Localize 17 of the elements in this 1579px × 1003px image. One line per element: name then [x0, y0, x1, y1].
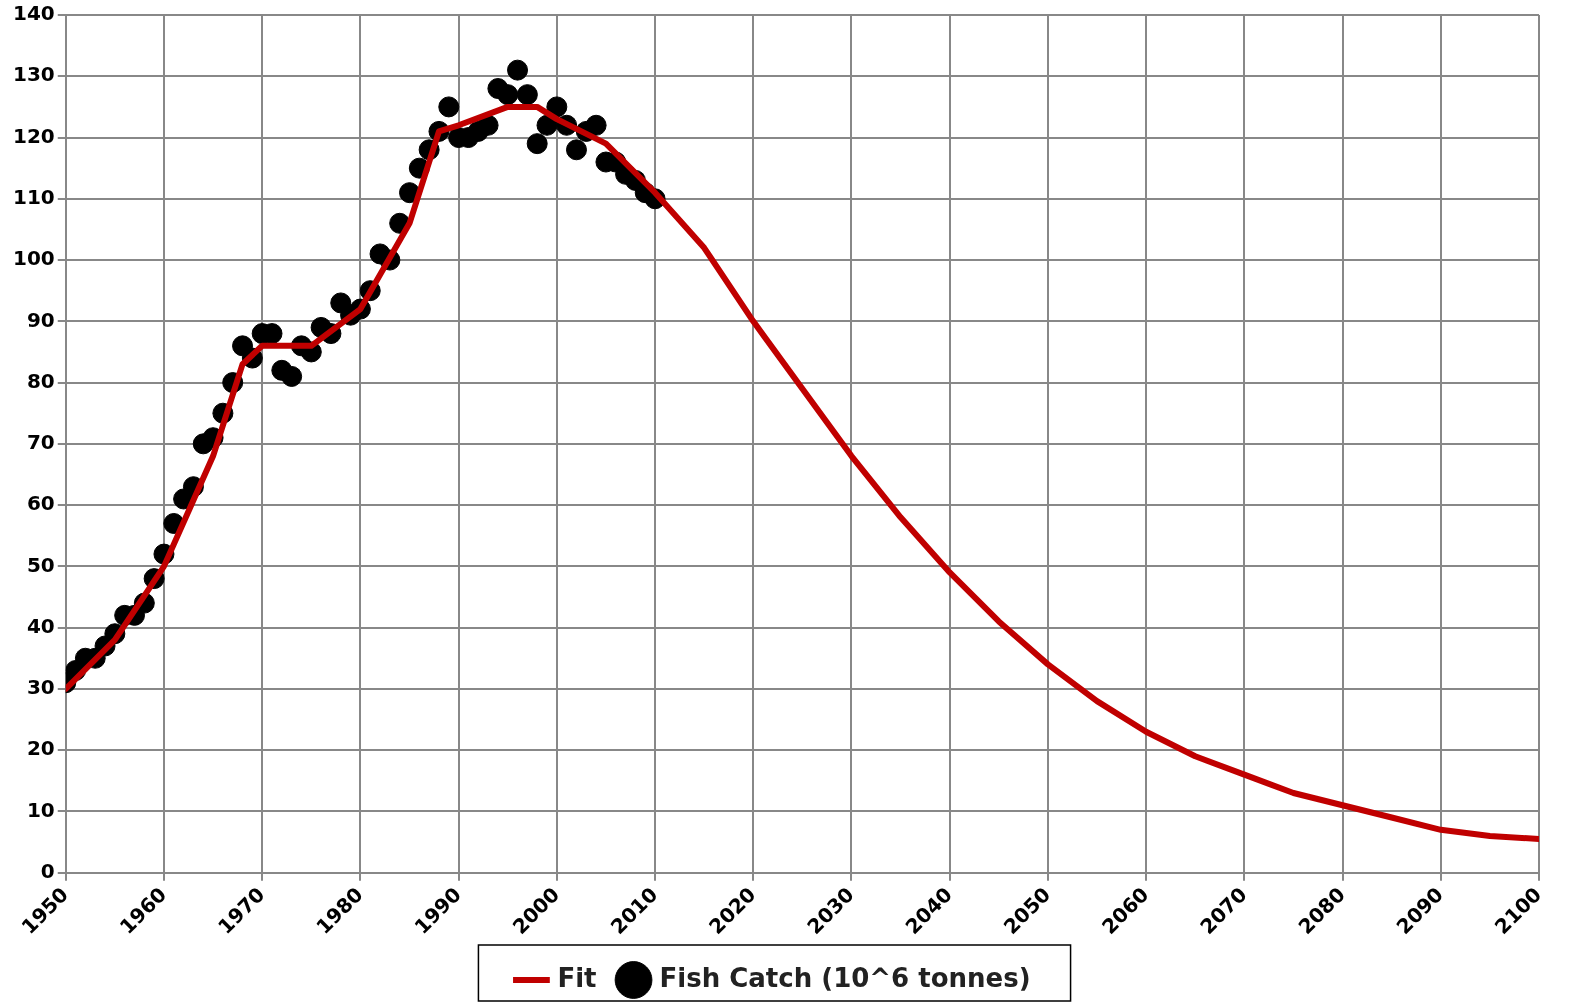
y-tick-label: 100	[13, 246, 55, 271]
y-tick-label: 60	[26, 491, 55, 516]
y-tick-label: 90	[26, 307, 55, 332]
legend-label: Fish Catch (10^6 tonnes)	[659, 962, 1031, 993]
y-tick-label: 110	[13, 184, 55, 209]
y-tick-label: 30	[26, 675, 55, 700]
y-tick-label: 40	[26, 613, 55, 638]
y-tick-label: 70	[26, 430, 55, 455]
legend-label: Fit	[557, 962, 597, 993]
y-tick-label: 20	[26, 736, 55, 761]
y-tick-label: 140	[13, 1, 55, 26]
y-tick-label: 10	[26, 797, 55, 822]
y-tick-label: 80	[26, 368, 55, 393]
y-tick-label: 130	[13, 62, 55, 87]
y-tick-label: 50	[26, 552, 55, 577]
y-tick-label: 120	[13, 123, 55, 148]
y-tick-label: 0	[40, 858, 55, 883]
